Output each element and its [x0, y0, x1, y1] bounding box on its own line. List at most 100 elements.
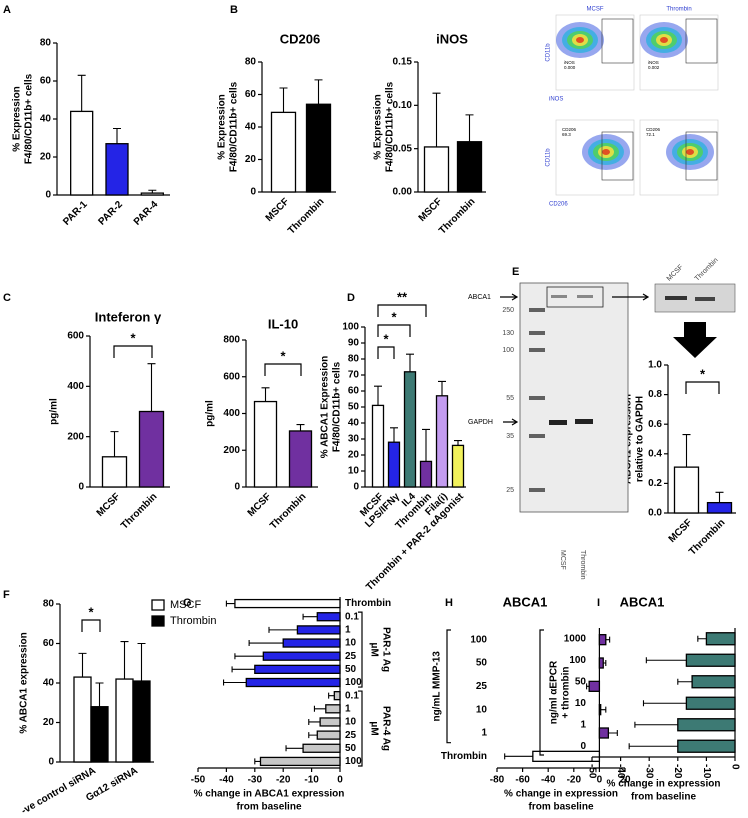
x-tick-label: -40 — [541, 775, 556, 786]
error-bar — [314, 79, 323, 105]
flow-gate-value: 69.3 — [562, 132, 571, 137]
error-bar — [137, 642, 146, 682]
y-tick-label: 100 — [569, 655, 586, 666]
group-label: μM — [368, 642, 379, 656]
bar — [685, 653, 736, 667]
error-bar — [504, 753, 533, 760]
x-tick-label: Thrombin — [687, 517, 727, 557]
y-tick-label: 0 — [78, 482, 84, 493]
error-bar — [438, 380, 446, 396]
flow-column-title: Thrombin — [666, 7, 691, 13]
band-label: ABCA1 — [468, 294, 491, 301]
legend-swatch — [151, 615, 165, 627]
bar — [296, 625, 341, 635]
bar — [253, 400, 278, 488]
chart-title: IL-10 — [268, 316, 298, 331]
chart-title: Inteferon γ — [95, 309, 162, 324]
flow-gate-value: 0.000 — [564, 65, 576, 70]
x-axis-label: from baseline — [631, 792, 696, 803]
chart-title: CD206 — [280, 31, 320, 46]
significance-label: * — [280, 348, 286, 363]
y-tick-label: 40 — [40, 114, 52, 125]
y-tick-label: 10 — [345, 638, 357, 649]
y-tick-label: 1 — [481, 728, 487, 739]
bar — [677, 718, 736, 732]
error-bar — [422, 428, 430, 462]
x-tick-label: PAR-2 — [97, 199, 126, 228]
bar — [259, 756, 341, 767]
flow-gate — [685, 131, 718, 181]
bar — [101, 456, 128, 488]
y-tick-label: Thrombin — [345, 598, 391, 609]
y-tick-label: 100 — [342, 322, 359, 333]
y-tick-label: 1 — [580, 719, 586, 730]
panel-letter: F — [3, 589, 10, 601]
error-bar — [628, 743, 678, 750]
y-tick-label: 0 — [234, 482, 240, 493]
panel-letter: H — [445, 597, 453, 609]
y-axis-label: % ABCA1 expression — [19, 632, 30, 733]
error-bar — [285, 745, 304, 752]
significance-bracket — [377, 324, 411, 337]
y-tick-label: 0.05 — [393, 143, 413, 154]
flow-density — [686, 149, 694, 155]
x-tick-label: MSCF — [264, 196, 292, 224]
marker-label: 130 — [502, 330, 514, 337]
bar — [371, 404, 385, 488]
flow-gate — [601, 131, 634, 181]
y-tick-label: 40 — [245, 122, 257, 133]
bar — [451, 444, 465, 488]
group-label: ng/ml αEPCR — [549, 660, 560, 724]
y-tick-label: 10 — [345, 717, 357, 728]
ladder-band — [529, 348, 545, 352]
flow-density — [602, 149, 610, 155]
y-tick-label: 60 — [348, 386, 360, 397]
y-tick-label: 90 — [348, 338, 360, 349]
lane-label: MCSF — [559, 550, 566, 570]
chart-title: ABCA1 — [620, 594, 665, 609]
bar — [90, 706, 109, 763]
y-tick-label: 0.8 — [648, 389, 662, 400]
group-bracket — [446, 629, 451, 744]
lane-label: Thrombin — [579, 550, 586, 580]
x-tick-label: -50 — [586, 764, 597, 779]
group-label: ng/mL MMP-13 — [432, 651, 443, 722]
y-tick-label: 0 — [580, 741, 586, 752]
significance-label: * — [700, 366, 706, 381]
x-tick-label: -10 — [701, 764, 712, 779]
group-bracket — [358, 690, 363, 767]
error-bar — [432, 92, 441, 147]
bar — [691, 675, 736, 689]
bar — [234, 598, 341, 609]
y-tick-label: 30 — [348, 434, 360, 445]
bar — [598, 657, 604, 669]
error-bar — [603, 660, 607, 666]
y-axis-label: pg/ml — [205, 400, 216, 427]
significance-label: * — [88, 604, 94, 619]
y-tick-label: 70 — [348, 370, 360, 381]
x-tick-label: MCSF — [246, 491, 274, 519]
y-tick-label: 0.15 — [393, 57, 413, 68]
y-tick-label: 400 — [67, 381, 84, 392]
y-axis-label: F4/80/CD11b+ cells — [229, 81, 240, 172]
bar — [685, 696, 736, 710]
group-bracket — [358, 611, 363, 688]
x-axis-label: % change in expression — [504, 789, 618, 800]
x-tick-label: -ve control siRNA — [20, 765, 98, 816]
y-tick-label: 20 — [348, 450, 360, 461]
bar — [105, 143, 129, 196]
x-tick-label: -40 — [219, 775, 234, 786]
error-bar — [645, 657, 687, 664]
bar — [705, 632, 736, 646]
panel-letter: I — [597, 597, 600, 609]
y-axis-label: pg/ml — [49, 398, 60, 425]
bar — [138, 410, 165, 488]
y-tick-label: 50 — [348, 402, 360, 413]
error-bar — [78, 652, 87, 678]
significance-label: * — [383, 331, 389, 346]
x-tick-label: 0 — [597, 775, 603, 786]
x-tick-label: PAR-4 — [132, 199, 161, 228]
y-axis-label: % Expression — [12, 86, 23, 152]
significance-label: * — [130, 330, 136, 345]
y-tick-label: Thrombin — [441, 751, 487, 762]
